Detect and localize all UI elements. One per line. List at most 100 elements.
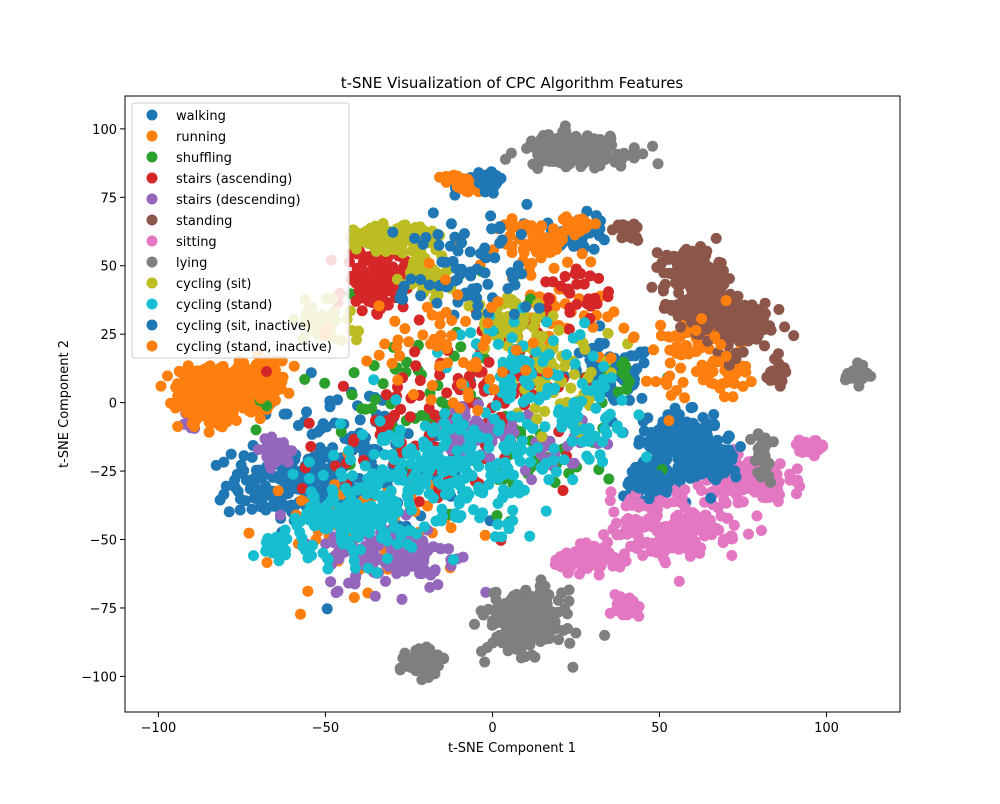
data-point [636,392,648,404]
data-point [361,355,373,367]
data-point [272,485,284,497]
data-point [679,517,691,529]
data-point [397,220,409,232]
data-point [406,541,418,553]
data-point [398,475,410,486]
data-point [370,237,382,249]
data-point [633,409,645,421]
series-11 [170,169,742,438]
data-point [641,375,652,387]
data-point [631,363,643,375]
data-point [220,480,232,492]
data-point [428,422,440,434]
data-point [278,408,290,420]
data-point [491,510,503,521]
data-point [719,391,730,403]
legend-label: stairs (ascending) [176,172,292,187]
data-point [779,321,791,333]
data-point [583,435,595,447]
data-point [347,224,359,236]
legend-label: standing [176,214,232,229]
data-point [350,295,362,307]
data-point [715,339,727,351]
data-point [857,373,869,384]
data-point [465,327,477,339]
legend-label: shuffling [176,151,232,166]
data-point [530,346,542,358]
data-point [259,443,271,455]
data-point [176,388,187,399]
x-axis: −100 −50 0 50 100 [141,712,839,736]
data-point [395,457,407,469]
data-point [269,545,280,557]
data-point [463,300,475,312]
data-point [603,473,615,485]
data-point [539,421,551,433]
data-point [797,436,809,448]
data-point [399,323,411,335]
data-point [364,288,376,300]
data-point [541,316,553,328]
data-point [479,529,491,541]
data-point [305,441,317,452]
data-point [440,274,451,286]
data-point [751,510,763,522]
data-point [392,374,404,386]
data-point [675,362,687,374]
data-point [210,459,222,471]
data-point [720,295,732,307]
data-point [348,507,359,519]
data-point [652,424,664,436]
data-point [645,545,657,557]
data-point [367,468,378,480]
data-point [493,425,504,437]
data-point [688,443,700,454]
data-point [540,152,552,164]
data-point [562,256,573,268]
data-point [357,429,368,441]
data-point [701,441,713,452]
data-point [366,519,378,531]
data-point [388,522,400,533]
data-point [759,297,771,309]
data-point [543,292,554,304]
data-point [567,419,579,431]
data-point [699,530,710,542]
data-point [725,533,737,545]
data-point [357,227,369,239]
data-point [701,245,713,257]
y-tick-label: −50 [90,534,117,549]
data-point [658,302,670,314]
data-point [439,408,451,419]
data-point [373,510,385,521]
data-point [426,380,438,391]
data-point [661,379,673,390]
data-point [533,302,545,314]
data-point [745,433,757,445]
data-point [444,240,456,252]
data-point [649,512,661,524]
data-point [719,467,730,479]
data-point [589,162,601,174]
data-point [485,210,497,222]
data-point [662,536,673,548]
data-point [440,306,452,318]
data-point [707,316,719,328]
data-point [369,258,380,270]
data-point [438,440,450,452]
data-point [750,305,762,316]
data-point [588,133,600,145]
data-point [526,225,538,237]
data-point [369,590,381,602]
data-point [453,498,465,510]
data-point [332,585,344,597]
data-point [623,376,635,387]
legend-marker [146,109,158,121]
data-point [243,398,255,409]
data-point [664,475,676,487]
data-point [706,308,718,320]
data-point [348,592,360,603]
data-point [337,471,348,483]
data-point [348,367,360,379]
data-point [332,546,344,558]
